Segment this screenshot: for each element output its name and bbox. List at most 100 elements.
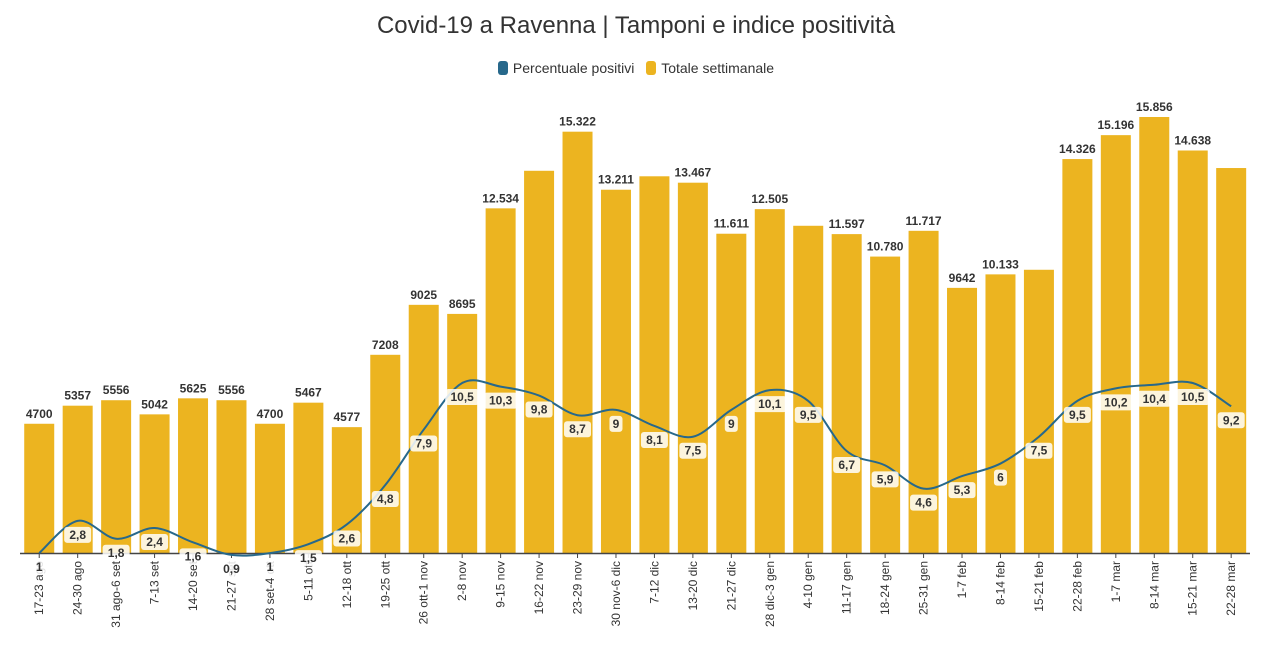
line-label-bg xyxy=(794,406,822,423)
x-tick-label: 22-28 mar xyxy=(1224,561,1238,616)
bar-value-label: 4577 xyxy=(333,410,360,424)
line-label-bg xyxy=(217,560,245,577)
legend-label-bars: Totale settimanale xyxy=(661,60,775,76)
line-label-bg xyxy=(32,559,46,576)
line-value-label: 1 xyxy=(36,560,43,574)
line-label-bg xyxy=(263,559,277,576)
x-tick-label: 14-20 set xyxy=(186,560,200,611)
bar-value-label: 15.856 xyxy=(1136,100,1173,114)
bar-value-label: 9025 xyxy=(410,288,437,302)
line-value-label: 5,3 xyxy=(954,483,971,497)
line-value-label: 10,5 xyxy=(450,390,474,404)
line-value-label: 6,7 xyxy=(838,458,855,472)
bar xyxy=(1216,168,1247,553)
line-value-label: 8,7 xyxy=(569,422,586,436)
bar-value-label: 5625 xyxy=(180,381,207,395)
bar-value-label: 5556 xyxy=(218,383,245,397)
bar-value-label: 4700 xyxy=(26,407,53,421)
x-tick-label: 15-21 mar xyxy=(1186,561,1200,616)
line-value-label: 1,5 xyxy=(300,551,317,565)
line-label-bg xyxy=(833,457,861,474)
bar xyxy=(754,209,785,553)
line-value-label: 8,1 xyxy=(646,433,663,447)
line-value-label: 2,4 xyxy=(146,535,163,549)
line-label-bg xyxy=(871,471,899,488)
line-label-bg xyxy=(410,435,438,452)
line-value-label: 9,2 xyxy=(1223,413,1240,427)
x-tick-label: 21-27 dic xyxy=(724,561,738,610)
line-label-bg xyxy=(294,550,322,567)
bar-value-label: 9642 xyxy=(949,271,976,285)
line-value-label: 9,5 xyxy=(800,408,817,422)
x-tick-label: 18-24 gen xyxy=(878,561,892,615)
bar-value-label: 5467 xyxy=(295,386,322,400)
line-value-label: 7,5 xyxy=(1031,444,1048,458)
line-label-bg xyxy=(64,526,92,543)
x-tick-label: 23-29 nov xyxy=(571,561,585,614)
x-tick-label: 1-7 feb xyxy=(955,561,969,599)
line-label-bg xyxy=(333,530,361,547)
x-tick-label: 12-18 ott xyxy=(340,560,354,608)
x-tick-label: 5-11 ott xyxy=(301,560,315,600)
line-value-label: 6 xyxy=(997,471,1004,485)
bar xyxy=(947,287,978,553)
bar xyxy=(1177,150,1208,553)
line-label-bg xyxy=(1025,442,1053,459)
x-tick-label: 15-21 feb xyxy=(1032,561,1046,612)
bar xyxy=(1062,159,1093,553)
line-label-bg xyxy=(179,548,207,565)
x-tick-label: 9-15 nov xyxy=(494,561,508,608)
line-label-bg xyxy=(948,482,976,499)
bar xyxy=(562,131,593,553)
legend-item-bars[interactable]: Totale settimanale xyxy=(646,60,774,76)
x-tick-label: 31 ago-6 set xyxy=(109,560,123,627)
line-label-bg xyxy=(609,415,623,432)
line-value-label: 0,9 xyxy=(223,562,240,576)
bar xyxy=(370,354,401,553)
x-tick-label: 4-10 gen xyxy=(801,561,815,608)
bar-value-label: 5556 xyxy=(103,383,130,397)
line-label-bg xyxy=(910,494,938,511)
line-value-label: 9,8 xyxy=(531,403,548,417)
line-label-bg xyxy=(752,396,787,413)
line-value-label: 9,5 xyxy=(1069,408,1086,422)
bar xyxy=(254,423,285,553)
line-value-label: 7,9 xyxy=(415,437,432,451)
bar xyxy=(831,234,862,553)
bar-value-label: 10.133 xyxy=(982,257,1019,271)
line-label-bg xyxy=(1137,390,1172,407)
line-value-label: 10,5 xyxy=(1181,390,1205,404)
line-label-bg xyxy=(1063,406,1091,423)
line-label-bg xyxy=(1175,389,1210,405)
legend: Percentuale positivi Totale settimanale xyxy=(0,60,1272,76)
legend-swatch-bars xyxy=(646,61,657,75)
x-tick-label: 22-28 feb xyxy=(1070,561,1084,612)
bar xyxy=(677,182,708,553)
bar-value-label: 8695 xyxy=(449,297,476,311)
line-value-label: 4,8 xyxy=(377,492,394,506)
bar xyxy=(639,176,670,554)
bar-value-label: 11.717 xyxy=(906,214,942,228)
bar-value-label: 12.505 xyxy=(751,192,788,206)
line-value-label: 10,2 xyxy=(1104,395,1128,409)
x-tick-label: 2-8 nov xyxy=(455,561,469,601)
x-tick-label: 1-7 mar xyxy=(1109,561,1123,602)
bar-value-label: 5042 xyxy=(141,397,168,411)
line-value-label: 1 xyxy=(267,560,274,574)
line-label-bg xyxy=(445,389,480,405)
line-value-label: 7,5 xyxy=(685,444,702,458)
bar-value-label: 10.780 xyxy=(867,240,904,254)
x-tick-label: 30 nov-6 dic xyxy=(609,561,623,626)
bar xyxy=(139,414,170,553)
bar-value-label: 5357 xyxy=(64,389,91,403)
legend-label-line: Percentuale positivi xyxy=(512,60,635,76)
bar xyxy=(293,402,324,553)
legend-item-line[interactable]: Percentuale positivi xyxy=(497,60,635,76)
bar xyxy=(1100,135,1131,554)
bar xyxy=(985,274,1016,553)
line-value-label: 10,1 xyxy=(758,397,782,411)
line-value-label: 5,9 xyxy=(877,472,894,486)
x-tick-label: 8-14 feb xyxy=(993,561,1007,605)
series-line-positivity xyxy=(38,379,1232,557)
line-label-bg xyxy=(993,469,1007,486)
